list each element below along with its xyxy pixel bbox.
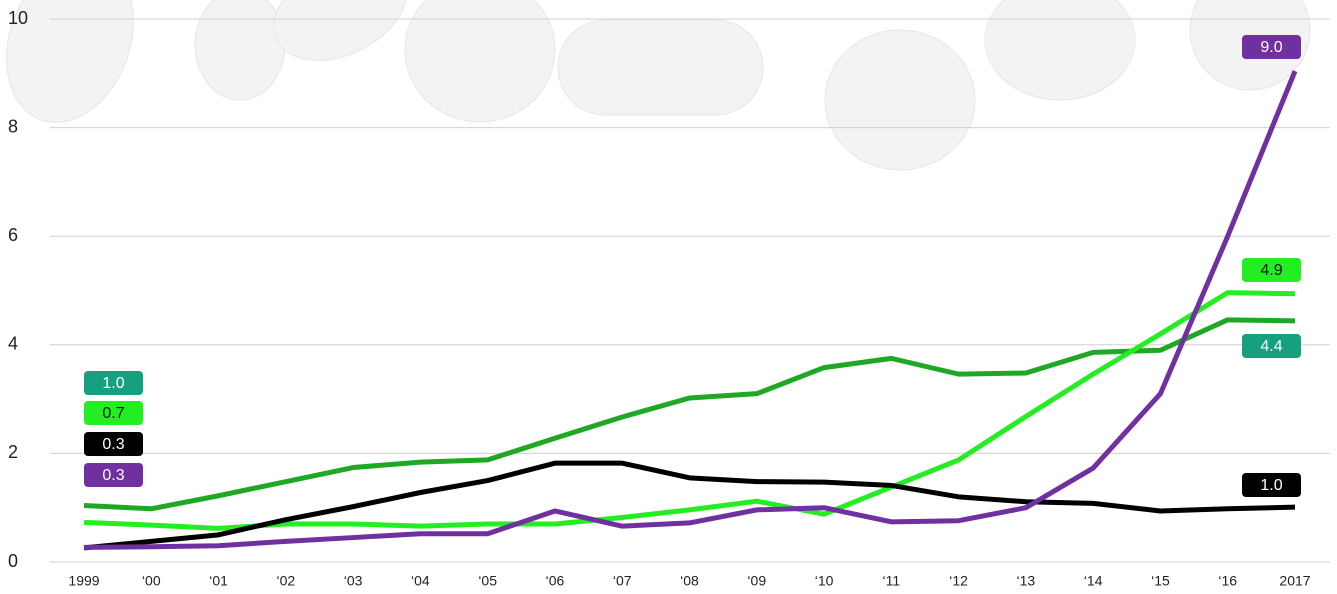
x-tick-label: ‘03: [344, 573, 363, 589]
value-label: 4.9: [1260, 262, 1282, 279]
y-tick-label: 2: [8, 442, 18, 462]
value-label-box: [1242, 334, 1301, 358]
value-label: 1.0: [102, 375, 124, 392]
x-tick-label: ‘02: [276, 573, 295, 589]
value-label: 4.4: [1260, 338, 1282, 355]
x-tick-label: ‘08: [680, 573, 699, 589]
x-tick-label: ‘14: [1084, 573, 1103, 589]
x-tick-label: ‘06: [546, 573, 565, 589]
x-tick-label: ‘09: [747, 573, 766, 589]
background-pills: [6, 0, 1311, 171]
y-tick-label: 10: [8, 8, 28, 28]
value-label-box: [1242, 258, 1301, 282]
x-tick-label: ‘01: [209, 573, 228, 589]
value-label-box: [84, 401, 143, 425]
y-tick-label: 0: [8, 551, 18, 571]
x-tick-label: ‘04: [411, 573, 430, 589]
value-label: 1.0: [1260, 477, 1282, 494]
value-label-box: [1242, 35, 1301, 59]
x-tick-label: ‘00: [142, 573, 161, 589]
series-line: [83, 70, 1298, 550]
x-tick-label: 2017: [1279, 573, 1310, 589]
x-tick-label: ‘07: [613, 573, 632, 589]
value-label-box: [84, 432, 143, 456]
x-tick-label: ‘10: [815, 573, 834, 589]
x-tick-label: ‘16: [1218, 573, 1237, 589]
value-label: 0.7: [102, 405, 124, 422]
value-label: 9.0: [1260, 39, 1282, 56]
value-label: 0.3: [102, 467, 124, 484]
x-tick-label: ‘11: [883, 573, 901, 589]
y-tick-label: 4: [8, 334, 18, 354]
y-tick-label: 8: [8, 116, 18, 136]
value-label-box: [84, 371, 143, 395]
value-label: 0.3: [102, 436, 124, 453]
x-tick-label: ‘15: [1151, 573, 1170, 589]
x-tick-label: ‘05: [478, 573, 497, 589]
y-tick-label: 6: [8, 225, 18, 245]
value-label-box: [1242, 473, 1301, 497]
series-line: [83, 317, 1296, 512]
x-tick-label: 1999: [68, 573, 99, 589]
x-tick-label: ‘13: [1017, 573, 1036, 589]
value-label-box: [84, 463, 143, 487]
x-tick-label: ‘12: [949, 573, 968, 589]
series-line: [83, 290, 1296, 531]
series-line: [83, 460, 1296, 551]
